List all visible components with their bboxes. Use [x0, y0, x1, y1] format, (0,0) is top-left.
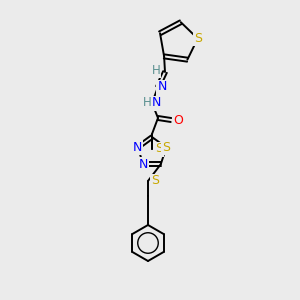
Text: H: H [152, 64, 160, 77]
Text: N: N [151, 97, 161, 110]
Text: H: H [142, 97, 152, 110]
Text: S: S [151, 175, 159, 188]
Text: O: O [173, 113, 183, 127]
Text: S: S [162, 141, 170, 154]
Text: N: N [139, 158, 148, 171]
Text: S: S [155, 142, 163, 155]
Text: S: S [194, 32, 202, 45]
Text: N: N [133, 141, 142, 154]
Text: N: N [157, 80, 167, 94]
